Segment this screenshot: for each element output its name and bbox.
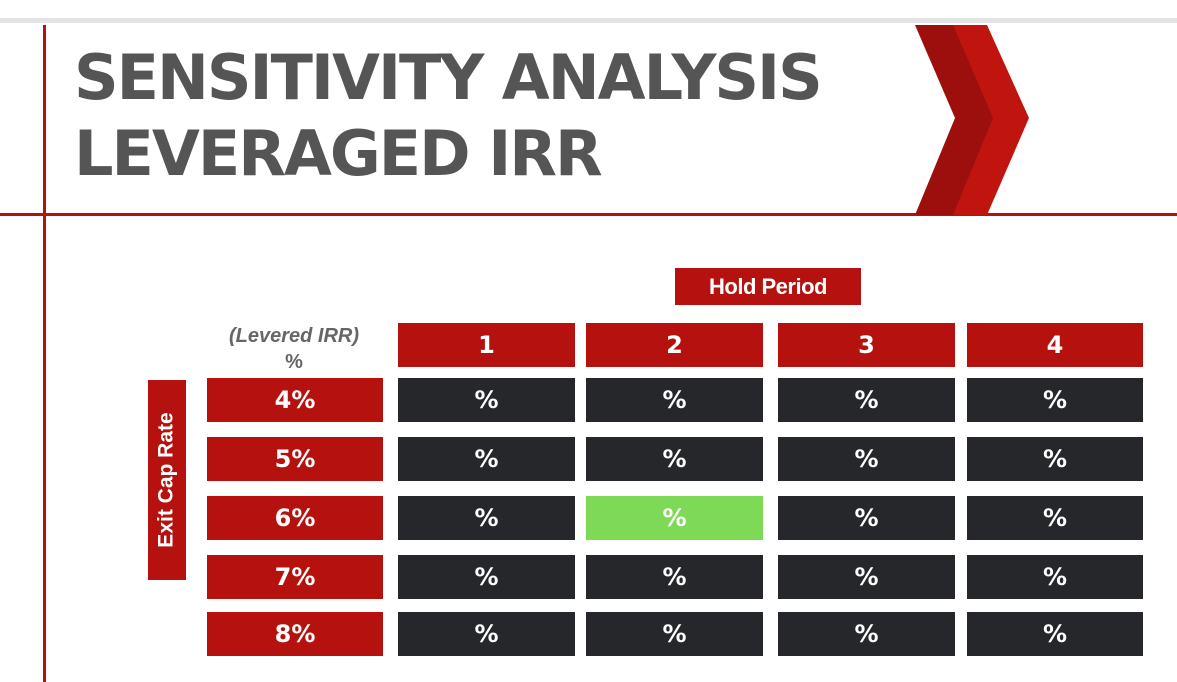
levered-irr-label-line-2: % xyxy=(285,351,303,373)
exit-cap-rate-row-header: 4% xyxy=(207,378,383,422)
irr-value-cell: % xyxy=(778,437,955,481)
left-accent-line xyxy=(43,25,46,682)
irr-value-cell: % xyxy=(586,378,763,422)
irr-value-cell: % xyxy=(778,555,955,599)
irr-value-cell: % xyxy=(778,612,955,656)
irr-value-cell: % xyxy=(586,612,763,656)
irr-value-cell: % xyxy=(778,378,955,422)
irr-value-cell: % xyxy=(398,496,575,540)
exit-cap-rate-row-header: 8% xyxy=(207,612,383,656)
exit-cap-rate-row-header: 5% xyxy=(207,437,383,481)
irr-value-cell: % xyxy=(778,496,955,540)
irr-value-cell: % xyxy=(967,496,1143,540)
title-line-2: LEVERAGED IRR xyxy=(74,117,603,190)
hold-period-column-header: 4 xyxy=(967,323,1143,367)
irr-value-cell: % xyxy=(398,612,575,656)
irr-value-cell: % xyxy=(967,437,1143,481)
irr-value-cell: % xyxy=(398,378,575,422)
top-divider xyxy=(0,18,1177,23)
chevron-arrow-icon xyxy=(915,25,1029,215)
irr-value-cell: % xyxy=(967,612,1143,656)
irr-value-cell: % xyxy=(967,555,1143,599)
hold-period-header: Hold Period xyxy=(675,268,861,305)
page-title: SENSITIVITY ANALYSIS LEVERAGED IRR xyxy=(74,40,823,192)
exit-cap-rate-row-header: 7% xyxy=(207,555,383,599)
title-line-1: SENSITIVITY ANALYSIS xyxy=(74,41,823,114)
irr-value-cell: % xyxy=(398,437,575,481)
hold-period-column-header: 1 xyxy=(398,323,575,367)
hold-period-column-header: 3 xyxy=(778,323,955,367)
exit-cap-rate-label: Exit Cap Rate xyxy=(155,412,178,548)
header-underline xyxy=(0,213,1177,216)
hold-period-column-header: 2 xyxy=(586,323,763,367)
irr-value-cell: % xyxy=(586,555,763,599)
exit-cap-rate-row-header: 6% xyxy=(207,496,383,540)
irr-value-cell-highlighted: % xyxy=(586,496,763,540)
irr-value-cell: % xyxy=(586,437,763,481)
exit-cap-rate-header: Exit Cap Rate xyxy=(148,380,186,580)
irr-value-cell: % xyxy=(967,378,1143,422)
levered-irr-label-line-1: (Levered IRR) xyxy=(228,325,360,347)
levered-irr-label: (Levered IRR) % xyxy=(205,323,383,375)
irr-value-cell: % xyxy=(398,555,575,599)
